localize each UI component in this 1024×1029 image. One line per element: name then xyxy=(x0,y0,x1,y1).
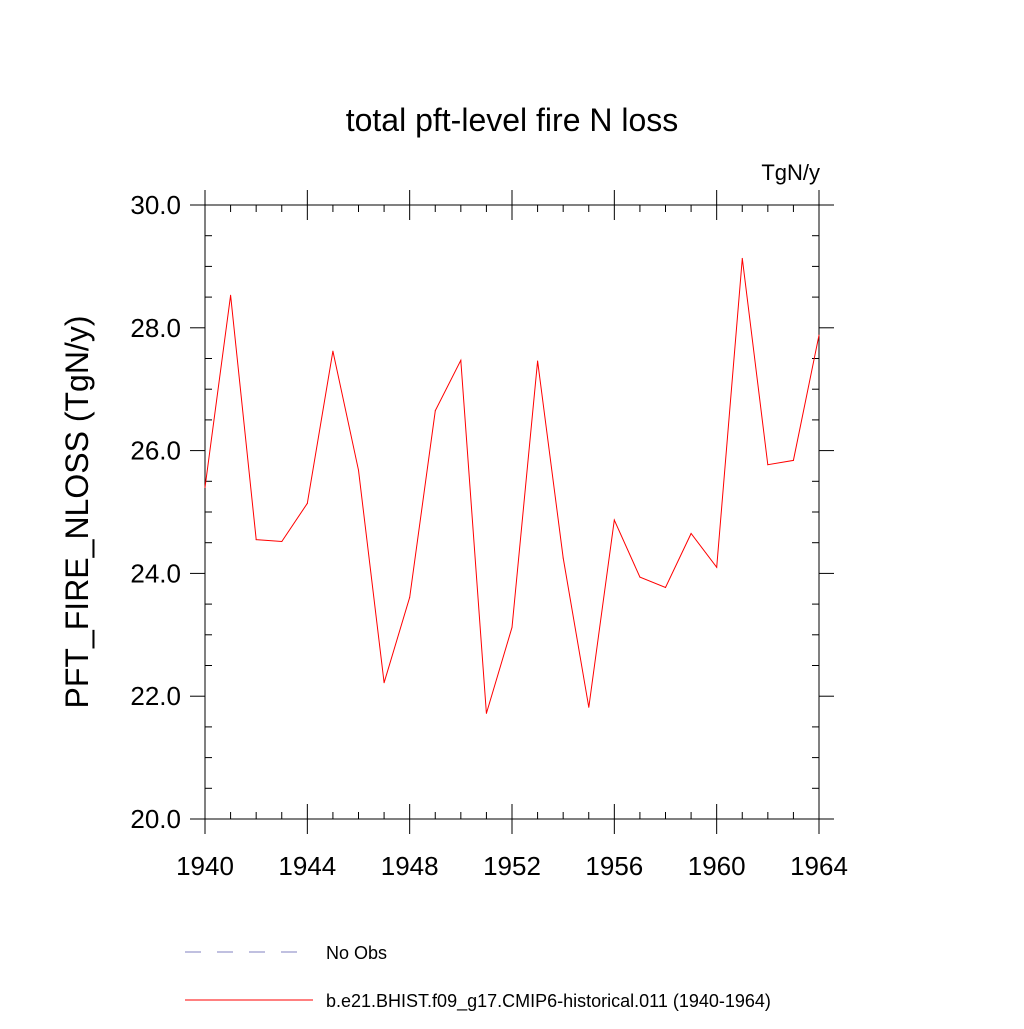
data-point xyxy=(562,557,564,559)
x-tick-label: 1956 xyxy=(585,851,643,881)
y-tick-label: 30.0 xyxy=(130,190,181,220)
x-tick-label: 1940 xyxy=(176,851,234,881)
data-point xyxy=(306,502,308,504)
legend-label: b.e21.BHIST.f09_g17.CMIP6-historical.011… xyxy=(326,991,771,1012)
data-point xyxy=(434,410,436,412)
data-point xyxy=(332,350,334,352)
data-point xyxy=(537,360,539,362)
x-tick-label: 1952 xyxy=(483,851,541,881)
y-tick-label: 22.0 xyxy=(130,681,181,711)
y-tick-label: 24.0 xyxy=(130,558,181,588)
y-tick-label: 28.0 xyxy=(130,313,181,343)
data-point xyxy=(383,682,385,684)
data-point xyxy=(792,459,794,461)
data-point xyxy=(741,257,743,259)
data-point xyxy=(716,566,718,568)
data-point xyxy=(255,539,257,541)
series-line xyxy=(204,258,820,714)
data-point xyxy=(511,626,513,628)
y-tick-label: 26.0 xyxy=(130,436,181,466)
units-label: TgN/y xyxy=(761,160,820,185)
y-axis-label: PFT_FIRE_NLOSS (TgN/y) xyxy=(59,316,95,709)
x-tick-label: 1964 xyxy=(790,851,848,881)
data-point xyxy=(818,334,820,336)
data-point xyxy=(588,706,590,708)
data-point xyxy=(409,596,411,598)
y-tick-label: 20.0 xyxy=(130,804,181,834)
x-tick-label: 1960 xyxy=(688,851,746,881)
x-tick-label: 1944 xyxy=(278,851,336,881)
x-tick-label: 1948 xyxy=(381,851,439,881)
legend-label: No Obs xyxy=(326,943,387,963)
data-point xyxy=(230,294,232,296)
data-point xyxy=(613,519,615,521)
series-layer xyxy=(204,257,820,714)
data-point xyxy=(767,464,769,466)
data-point xyxy=(690,532,692,534)
data-point xyxy=(358,469,359,471)
data-point xyxy=(665,587,666,589)
data-point xyxy=(204,486,206,488)
data-point xyxy=(460,359,462,361)
legend: No Obs b.e21.BHIST.f09_g17.CMIP6-historic… xyxy=(185,943,771,1012)
data-point xyxy=(639,576,641,578)
plot-frame xyxy=(204,204,820,820)
data-point xyxy=(281,540,283,542)
chart-title: total pft-level fire N loss xyxy=(346,102,679,138)
axis-ticks: 1940 1944 1948 1952 1956 1960 1964 20.0 22.0 24.0… xyxy=(130,190,848,881)
data-point xyxy=(485,712,487,714)
